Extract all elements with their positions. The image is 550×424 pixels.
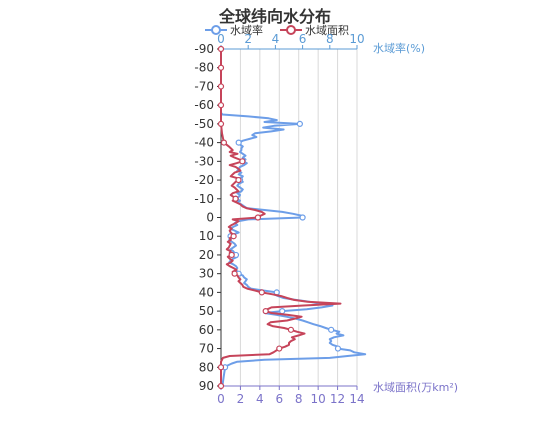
series-marker-area[interactable] [228,251,235,259]
bottom-tick-label: 12 [330,392,345,406]
top-axis-label: 水域率(%) [373,41,425,55]
series-line-rate[interactable] [220,49,367,387]
y-tick-label: -20 [194,173,214,187]
series-marker-area[interactable] [231,270,238,277]
y-tick-label: -10 [194,192,214,206]
axes: 0 2 4 6 8 100 2 4 6 8 10 12 14-90-80-70-60-50-40-30-… [194,32,364,406]
top-tick-label: 8 [326,32,334,46]
top-tick-label: 0 [217,32,225,46]
series-marker-area[interactable] [232,195,239,202]
top-tick-label: 6 [299,32,307,46]
series-marker-area[interactable] [230,233,237,240]
bottom-tick-label: 14 [349,392,364,406]
bottom-tick-label: 2 [237,392,245,406]
y-tick-label: 20 [199,248,214,262]
series-marker-rate[interactable] [328,326,335,333]
series [217,45,367,390]
bottom-tick-label: 4 [256,392,264,406]
y-tick-label: -30 [194,154,214,168]
chart-title: 全球纬向水分布 [218,7,331,26]
y-tick-label: -40 [194,136,214,150]
series-marker-area[interactable] [220,139,228,146]
bottom-tick-label: 10 [311,392,326,406]
series-marker-area[interactable] [217,364,225,371]
series-marker-area[interactable] [258,289,265,296]
top-tick-label: 10 [349,32,364,46]
series-marker-area[interactable] [217,45,225,53]
bottom-axis-label: 水域面积(万km²) [373,381,458,394]
legend-label-area: 水域面积 [305,24,349,37]
series-marker-rate[interactable] [279,308,286,315]
series-marker-area[interactable] [276,345,283,352]
series-marker-area[interactable] [217,83,225,90]
legend-item-rate[interactable]: 水域率 [205,23,263,37]
series-marker-area[interactable] [287,326,295,333]
series-marker-rate[interactable] [299,214,306,221]
series-marker-area[interactable] [239,158,246,165]
bottom-tick-label: 8 [295,392,303,406]
y-tick-label: 80 [199,360,214,374]
y-tick-label: 60 [199,323,214,337]
y-tick-label: 90 [199,379,214,393]
bottom-tick-label: 0 [217,392,225,406]
top-tick-label: 2 [244,32,252,46]
series-marker-area[interactable] [217,64,225,71]
series-marker-area[interactable] [217,120,225,127]
y-tick-label: -50 [194,117,214,131]
series-marker-area[interactable] [262,308,269,315]
series-marker-area[interactable] [254,214,262,221]
legend[interactable]: 水域率 水域面积 [205,23,349,37]
y-tick-label: 50 [199,304,214,318]
y-tick-label: 30 [199,267,214,281]
bottom-tick-label: 6 [275,392,283,406]
series-marker-area[interactable] [235,176,242,184]
legend-label-rate: 水域率 [230,23,263,37]
y-tick-label: 10 [199,229,214,243]
y-tick-label: 70 [199,342,214,356]
series-marker-area[interactable] [217,102,225,109]
y-tick-label: 40 [199,285,214,299]
series-marker-rate[interactable] [235,139,242,146]
y-tick-label: 0 [206,211,214,225]
series-marker-rate[interactable] [296,120,303,127]
y-tick-label: -60 [194,98,214,112]
y-tick-label: -80 [194,61,214,75]
legend-item-area[interactable]: 水域面积 [280,24,349,37]
series-marker-rate[interactable] [334,345,342,352]
y-tick-label: -70 [194,79,214,93]
y-tick-label: -90 [194,42,214,56]
top-tick-label: 4 [272,32,280,46]
series-line-area[interactable] [220,49,342,386]
series-marker-area[interactable] [217,382,225,390]
